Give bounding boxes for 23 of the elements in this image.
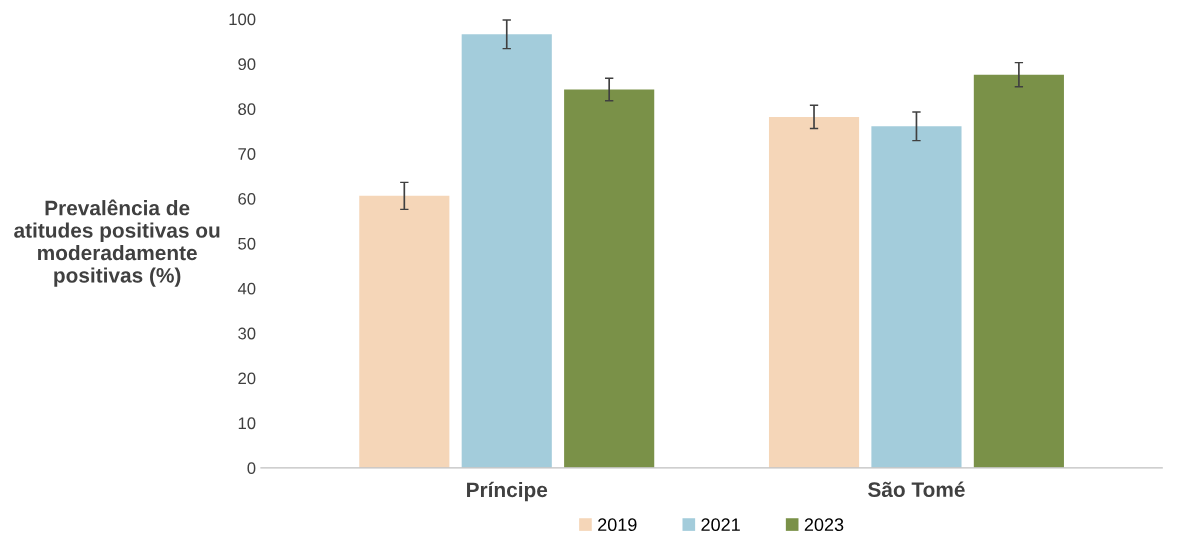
bar bbox=[359, 195, 450, 468]
bar bbox=[768, 116, 860, 468]
legend-label: 2021 bbox=[701, 518, 740, 532]
y-tick-label: 60 bbox=[238, 192, 256, 205]
legend-label: 2019 bbox=[598, 518, 637, 532]
bar bbox=[564, 89, 655, 468]
y-tick-label: 80 bbox=[238, 103, 256, 115]
bar bbox=[461, 34, 552, 468]
y-tick-label: 10 bbox=[238, 417, 256, 430]
bar bbox=[871, 126, 962, 468]
y-tick-label: 20 bbox=[238, 372, 256, 385]
legend-label: 2023 bbox=[804, 518, 844, 532]
y-tick-label: 40 bbox=[237, 282, 256, 295]
y-tick-label: 100 bbox=[229, 13, 256, 26]
bar bbox=[973, 74, 1064, 468]
y-tick-label: 50 bbox=[238, 237, 256, 250]
x-tick-label: Príncipe bbox=[467, 481, 548, 502]
y-tick-label: 70 bbox=[238, 148, 256, 160]
y-tick-label: 30 bbox=[238, 327, 256, 340]
x-tick-label: São Tomé bbox=[868, 481, 965, 498]
y-tick-label: 0 bbox=[247, 462, 256, 475]
y-tick-label: 90 bbox=[238, 58, 256, 71]
y-axis-title: Prevalência de atitudes positivas ou moderadamente positivas (%) bbox=[14, 199, 220, 287]
